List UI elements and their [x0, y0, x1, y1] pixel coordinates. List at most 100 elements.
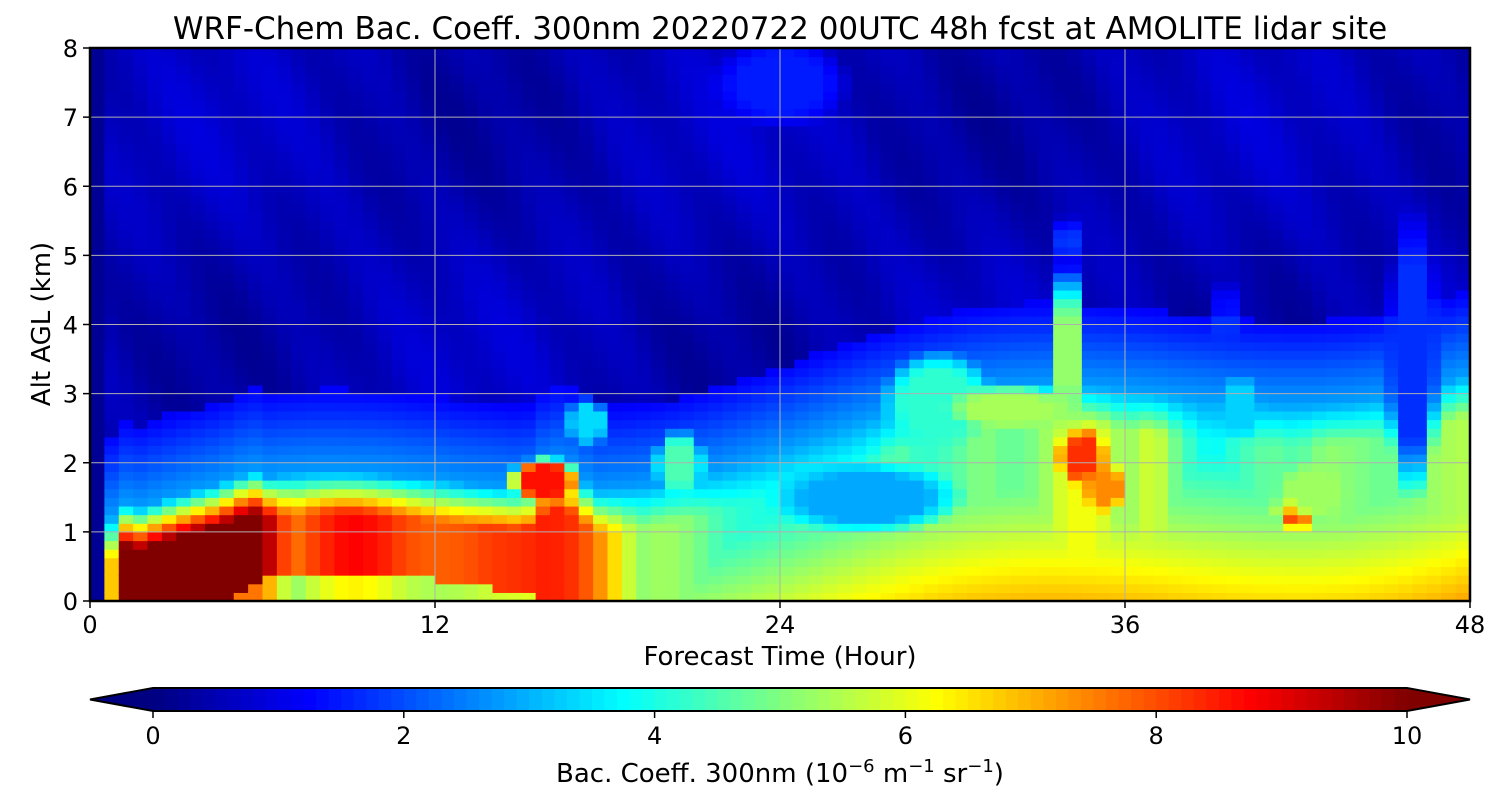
heat-cell: [377, 229, 393, 239]
heat-cell: [636, 367, 652, 377]
heat-cell: [305, 583, 321, 593]
heat-cell: [751, 402, 767, 412]
heat-cell: [722, 117, 738, 127]
heat-cell: [435, 255, 450, 265]
heat-cell: [190, 324, 206, 334]
heat-cell: [176, 376, 192, 386]
heat-cell: [880, 289, 896, 300]
heat-cell: [621, 514, 637, 524]
heat-cell: [995, 333, 1011, 343]
heat-cell: [334, 315, 350, 326]
heat-cell: [679, 505, 695, 516]
heat-cell: [808, 82, 824, 92]
heat-cell: [578, 307, 594, 317]
heat-cell: [1110, 514, 1126, 524]
heat-cell: [104, 549, 120, 559]
heat-cell: [665, 134, 680, 144]
heat-cell: [621, 428, 637, 438]
heat-cell: [851, 48, 867, 58]
heat-cell: [118, 359, 134, 369]
heat-cell: [291, 505, 307, 516]
heat-cell: [377, 177, 393, 187]
heat-cell: [780, 143, 795, 153]
heat-cell: [1125, 315, 1140, 326]
heat-cell: [147, 540, 163, 550]
heat-cell: [808, 168, 824, 179]
heat-cell: [305, 151, 321, 161]
heat-cell: [1182, 341, 1198, 352]
heat-cell: [866, 281, 882, 291]
heat-cell: [780, 402, 795, 412]
heat-cell: [607, 505, 623, 516]
heat-cell: [952, 134, 968, 144]
heat-cell: [923, 540, 939, 550]
heat-cell: [1038, 151, 1054, 161]
heat-cell: [478, 151, 494, 161]
heat-cell: [449, 108, 465, 118]
heat-cell: [722, 91, 738, 101]
heat-cell: [291, 428, 307, 438]
heat-cell: [291, 73, 307, 84]
heat-cell: [348, 99, 364, 110]
heat-cell: [765, 454, 781, 464]
heat-cell: [693, 91, 709, 101]
heat-cell: [334, 229, 350, 239]
heat-cell: [851, 73, 867, 84]
heat-cell: [377, 212, 393, 222]
heat-cell: [780, 289, 795, 300]
heat-cell: [564, 99, 580, 110]
heat-cell: [435, 402, 450, 412]
heat-cell: [377, 281, 393, 291]
heat-cell: [607, 384, 623, 395]
heat-cell: [923, 177, 939, 187]
heat-cell: [837, 428, 853, 438]
heat-cell: [219, 384, 235, 395]
heat-cell: [190, 91, 206, 101]
heat-cell: [492, 436, 508, 447]
heat-cell: [406, 117, 422, 127]
heat-cell: [1110, 134, 1126, 144]
heat-cell: [1067, 307, 1083, 317]
heat-cell: [909, 384, 925, 395]
heat-cell: [305, 125, 321, 136]
heat-cell: [1153, 410, 1169, 421]
heat-cell: [621, 367, 637, 377]
heat-cell: [449, 194, 465, 205]
heat-cell: [90, 324, 105, 334]
heat-cell: [320, 376, 335, 386]
heat-cell: [895, 212, 910, 222]
heat-cell: [420, 246, 436, 256]
heat-cell: [880, 333, 896, 343]
heat-cell: [1168, 324, 1184, 334]
heat-cell: [607, 117, 623, 127]
heat-cell: [1067, 91, 1083, 101]
heat-cell: [708, 229, 724, 239]
heat-cell: [1053, 531, 1069, 542]
heat-cell: [1182, 583, 1198, 593]
heat-cell: [334, 428, 350, 438]
heat-cell: [161, 177, 177, 187]
heat-cell: [966, 220, 982, 231]
heat-cell: [621, 333, 637, 343]
heat-cell: [1168, 523, 1184, 533]
heat-cell: [291, 566, 307, 576]
heat-cell: [722, 566, 738, 576]
heat-cell: [291, 592, 307, 601]
heat-cell: [1096, 480, 1112, 490]
heat-cell: [952, 376, 968, 386]
heat-cell: [118, 264, 134, 274]
heat-cell: [176, 488, 192, 498]
heat-cell: [995, 168, 1011, 179]
heat-cell: [938, 566, 954, 576]
heat-cell: [320, 436, 335, 447]
heat-cell: [564, 410, 580, 421]
heat-cell: [320, 583, 335, 593]
heat-cell: [1139, 108, 1155, 118]
heat-cell: [923, 73, 939, 84]
heat-cell: [780, 557, 795, 568]
heat-cell: [923, 333, 939, 343]
heat-cell: [1182, 592, 1198, 601]
heat-cell: [636, 566, 652, 576]
heat-cell: [506, 186, 522, 196]
heat-cell: [837, 73, 853, 84]
